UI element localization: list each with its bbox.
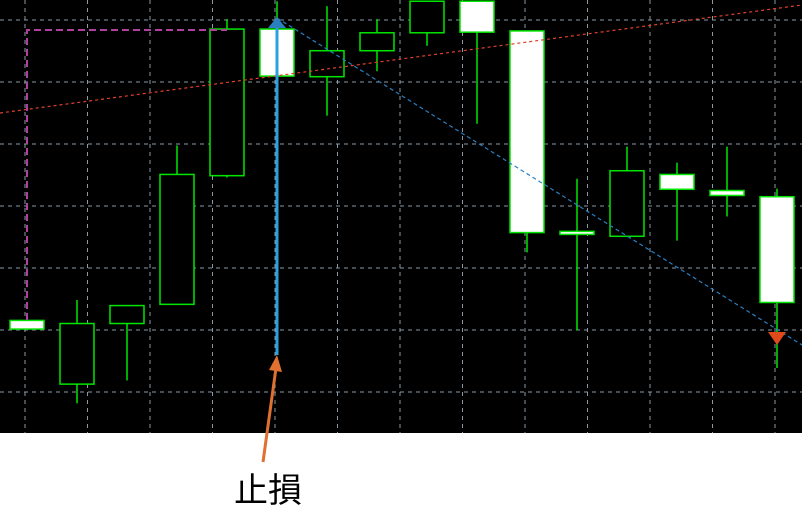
candle-body bbox=[9, 319, 45, 330]
candle-body bbox=[359, 32, 395, 52]
candle-body bbox=[709, 189, 745, 197]
candle-body bbox=[609, 169, 645, 238]
candle-body bbox=[459, 0, 495, 33]
candle-body bbox=[109, 304, 145, 325]
candles bbox=[9, 0, 795, 404]
candle-body bbox=[659, 173, 695, 191]
candle-body bbox=[409, 0, 445, 34]
candle-body bbox=[759, 195, 795, 304]
plot-background bbox=[0, 0, 802, 433]
trend-line bbox=[0, 4, 802, 114]
annotation: 止損 bbox=[234, 471, 302, 511]
candle-body bbox=[559, 230, 595, 236]
trend-line bbox=[276, 17, 802, 346]
candle-body bbox=[59, 322, 95, 385]
sell-arrow bbox=[768, 332, 786, 345]
annotation-arrow bbox=[261, 367, 278, 463]
candle-body bbox=[509, 30, 545, 234]
annotation-arrowhead bbox=[269, 355, 282, 372]
candle-body bbox=[209, 28, 245, 177]
stop-level-line bbox=[26, 29, 227, 320]
candle-body bbox=[159, 173, 195, 306]
candle-body bbox=[309, 49, 345, 78]
buy-arrow bbox=[268, 17, 286, 28]
